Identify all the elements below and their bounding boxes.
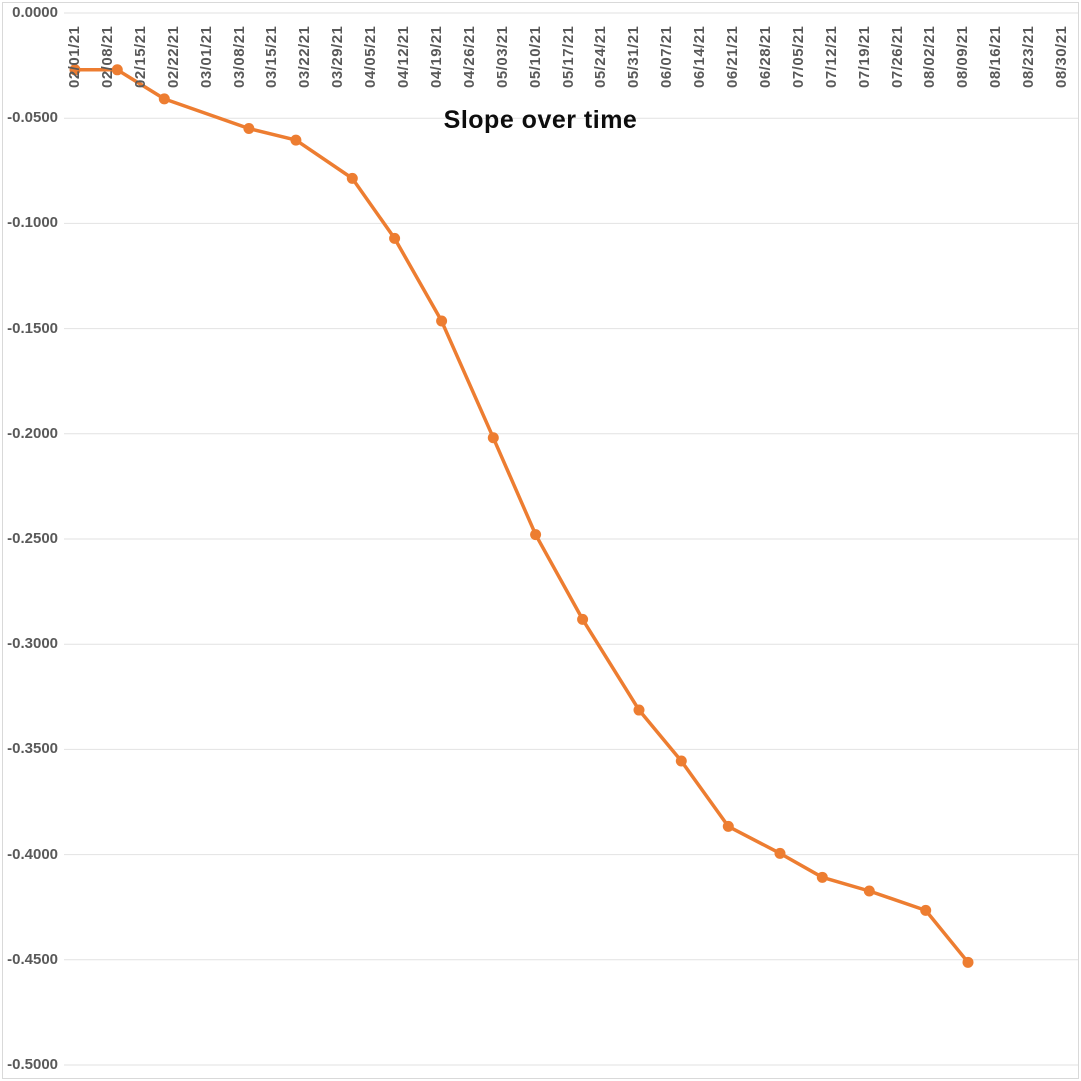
x-tick-label: 03/29/21 <box>329 25 347 88</box>
x-tick-label: 02/08/21 <box>98 25 116 88</box>
y-tick-label: -0.3500 <box>7 740 58 758</box>
data-point-marker <box>577 613 589 625</box>
x-tick-label: 03/08/21 <box>230 25 248 88</box>
x-tick-label: 08/16/21 <box>987 25 1005 88</box>
data-point-marker <box>436 315 448 327</box>
data-point-marker <box>346 172 358 184</box>
x-tick-label: 03/15/21 <box>263 25 281 88</box>
y-tick-label: 0.0000 <box>12 4 58 21</box>
data-point-marker <box>243 123 255 135</box>
data-point-marker <box>530 529 542 541</box>
data-point-marker <box>158 93 170 105</box>
x-tick-label: 06/21/21 <box>724 25 741 88</box>
x-tick-label: 06/14/21 <box>691 25 709 88</box>
data-point-marker <box>816 871 828 883</box>
data-point-marker <box>774 847 786 859</box>
y-tick-label: -0.2500 <box>7 530 58 547</box>
data-point-marker <box>962 956 974 968</box>
y-tick-label: -0.0500 <box>7 109 58 127</box>
data-point-marker <box>675 755 687 767</box>
x-tick-label: 08/30/21 <box>1053 25 1070 88</box>
x-tick-label: 08/09/21 <box>954 25 972 88</box>
x-tick-label: 02/22/21 <box>164 25 182 88</box>
y-tick-label: -0.1000 <box>7 214 58 232</box>
chart-title: Slope over time <box>443 106 638 134</box>
x-tick-label: 07/26/21 <box>888 25 906 88</box>
y-tick-label: -0.5000 <box>7 1056 58 1073</box>
y-tick-label: -0.4000 <box>7 845 58 863</box>
data-point-marker <box>863 885 875 897</box>
series-line <box>73 68 970 965</box>
y-tick-label: -0.3000 <box>7 635 58 653</box>
data-point-marker <box>920 904 932 916</box>
x-tick-label: 05/24/21 <box>592 25 610 88</box>
x-tick-label: 05/17/21 <box>559 25 577 88</box>
x-tick-label: 02/15/21 <box>131 25 149 88</box>
x-tick-label: 07/19/21 <box>855 25 873 88</box>
x-tick-label: 04/12/21 <box>395 25 412 88</box>
y-tick-label: -0.4500 <box>7 950 58 968</box>
x-tick-label: 07/12/21 <box>822 25 840 88</box>
x-tick-label: 04/19/21 <box>427 25 445 88</box>
series-group <box>69 64 974 968</box>
x-tick-label: 08/02/21 <box>921 25 939 88</box>
x-tick-label: 04/05/21 <box>362 25 380 88</box>
x-tick-label: 03/22/21 <box>296 25 314 88</box>
data-point-marker <box>487 432 499 444</box>
data-point-marker <box>633 704 645 716</box>
x-tick-label: 02/01/21 <box>66 25 83 88</box>
x-tick-label: 05/10/21 <box>526 25 544 88</box>
gridlines <box>64 12 1078 1066</box>
x-tick-label: 05/03/21 <box>493 25 511 88</box>
y-tick-label: -0.2000 <box>7 424 58 442</box>
x-tick-label: 06/28/21 <box>756 25 774 88</box>
data-point-marker <box>290 134 302 146</box>
x-tick-label: 04/26/21 <box>460 25 478 88</box>
x-tick-label: 05/31/21 <box>625 25 643 88</box>
x-tick-label: 07/05/21 <box>789 25 807 88</box>
data-point-marker <box>722 820 734 832</box>
x-tick-label: 03/01/21 <box>197 25 215 88</box>
data-point-marker <box>69 64 81 76</box>
data-point-marker <box>389 232 401 244</box>
data-point-marker <box>111 64 123 76</box>
x-tick-label: 06/07/21 <box>658 25 676 88</box>
x-tick-label: 08/23/21 <box>1020 25 1038 88</box>
y-tick-label: -0.1500 <box>7 319 58 337</box>
